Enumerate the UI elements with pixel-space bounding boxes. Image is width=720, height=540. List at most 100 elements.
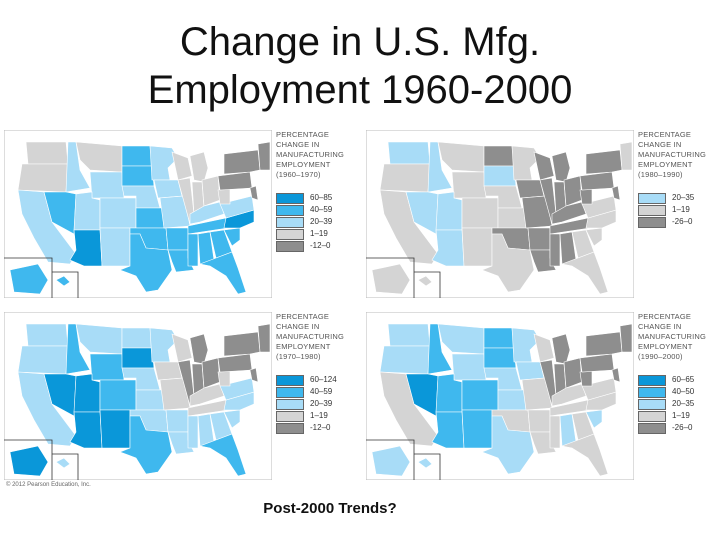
- state-wi: [533, 151, 555, 181]
- legend-swatch: [276, 240, 304, 252]
- legend-swatch: [638, 192, 666, 204]
- state-ar: [165, 227, 189, 251]
- legend-swatch: [638, 386, 666, 398]
- legend-label: -12–0: [310, 241, 331, 250]
- state-ak: [9, 263, 49, 295]
- state-njmd: [611, 185, 621, 201]
- state-mt: [437, 141, 485, 173]
- state-sc: [585, 409, 603, 429]
- state-wv: [217, 187, 231, 205]
- state-nd: [483, 327, 515, 349]
- state-mt: [75, 323, 123, 355]
- legend-item: -12–0: [276, 240, 358, 252]
- legend-swatch: [638, 216, 666, 228]
- legend-swatch: [638, 398, 666, 410]
- state-ak: [371, 263, 411, 295]
- title-line-1: Change in U.S. Mfg.: [179, 20, 541, 64]
- legend-label: 60–124: [310, 375, 337, 384]
- state-sd: [121, 347, 155, 369]
- legend-label: 40–50: [672, 387, 695, 396]
- state-nm: [99, 409, 131, 449]
- state-nm: [461, 227, 493, 267]
- us-choropleth-map-1970-1980: [4, 312, 272, 480]
- state-or: [17, 163, 69, 193]
- state-co: [461, 197, 499, 229]
- legend-swatch: [276, 374, 304, 386]
- state-njmd: [249, 367, 259, 383]
- legend-item: 20–35: [638, 192, 720, 204]
- map-panel-1960-1970: Percentage change in manufacturing emplo…: [4, 130, 358, 298]
- hawaii-inset-border: [52, 271, 79, 298]
- state-id: [427, 323, 453, 375]
- state-fl: [198, 433, 247, 477]
- state-ar: [165, 409, 189, 433]
- state-ny: [223, 331, 261, 357]
- state-ne-reg: [619, 141, 633, 171]
- state-ne-reg: [257, 323, 271, 353]
- map-legend: Percentage change in manufacturing emplo…: [276, 130, 358, 252]
- state-hi: [55, 275, 71, 287]
- state-ne-reg: [619, 323, 633, 353]
- legend-label: 1–19: [672, 205, 690, 214]
- legend-title: Percentage change in manufacturing emplo…: [276, 312, 358, 362]
- legend-item: 20–39: [276, 398, 358, 410]
- legend-period: (1980–1990): [638, 170, 683, 179]
- state-wi: [533, 333, 555, 363]
- state-wa: [25, 323, 69, 347]
- hawaii-inset-border: [52, 453, 79, 480]
- legend-item: 20–35: [638, 398, 720, 410]
- legend-item: -26–0: [638, 216, 720, 228]
- state-wa: [387, 141, 431, 165]
- state-or: [379, 163, 431, 193]
- legend-title: Percentage change in manufacturing emplo…: [276, 130, 358, 180]
- legend-label: 1–19: [672, 411, 690, 420]
- legend-period: (1970–1980): [276, 352, 321, 361]
- hawaii-inset-border: [414, 453, 441, 480]
- footer-question: Post-2000 Trends?: [263, 500, 397, 517]
- state-or: [17, 345, 69, 375]
- copyright-notice: © 2012 Pearson Education, Inc.: [6, 482, 91, 488]
- us-choropleth-map-1980-1990: [366, 130, 634, 298]
- state-fl: [198, 251, 247, 295]
- legend-item: 40–59: [276, 204, 358, 216]
- state-ms: [187, 415, 199, 449]
- state-wy: [89, 171, 125, 199]
- state-ms: [187, 233, 199, 267]
- legend-item: 1–19: [276, 228, 358, 240]
- state-sd: [483, 347, 517, 369]
- state-njmd: [249, 185, 259, 201]
- state-nm: [461, 409, 493, 449]
- state-wv: [579, 187, 593, 205]
- state-wi: [171, 151, 193, 181]
- legend-item: 1–19: [638, 410, 720, 422]
- legend-swatch: [638, 204, 666, 216]
- us-choropleth-map-1990-2000: [366, 312, 634, 480]
- state-co: [99, 379, 137, 411]
- state-ar: [527, 409, 551, 433]
- state-ms: [549, 415, 561, 449]
- legend-label: 1–19: [310, 411, 328, 420]
- state-wy: [451, 171, 487, 199]
- legend-label: 60–85: [310, 193, 333, 202]
- state-sd: [483, 165, 517, 187]
- state-nd: [121, 327, 153, 349]
- legend-swatch: [276, 422, 304, 434]
- state-nm: [99, 227, 131, 267]
- state-nd: [121, 145, 153, 167]
- alaska-inset-border: [366, 439, 415, 480]
- state-mi: [551, 151, 571, 183]
- state-tx: [119, 415, 173, 475]
- legend-period: (1990–2000): [638, 352, 683, 361]
- legend-swatch: [276, 192, 304, 204]
- state-ne-reg: [257, 141, 271, 171]
- alaska-inset-border: [4, 257, 53, 298]
- state-id: [65, 141, 91, 193]
- legend-label: 20–39: [310, 217, 333, 226]
- state-sc: [585, 227, 603, 247]
- legend-item: 60–85: [276, 192, 358, 204]
- legend-item: 20–39: [276, 216, 358, 228]
- state-ks: [497, 207, 527, 229]
- state-ia: [153, 361, 183, 381]
- state-tx: [119, 233, 173, 293]
- state-mi: [189, 333, 209, 365]
